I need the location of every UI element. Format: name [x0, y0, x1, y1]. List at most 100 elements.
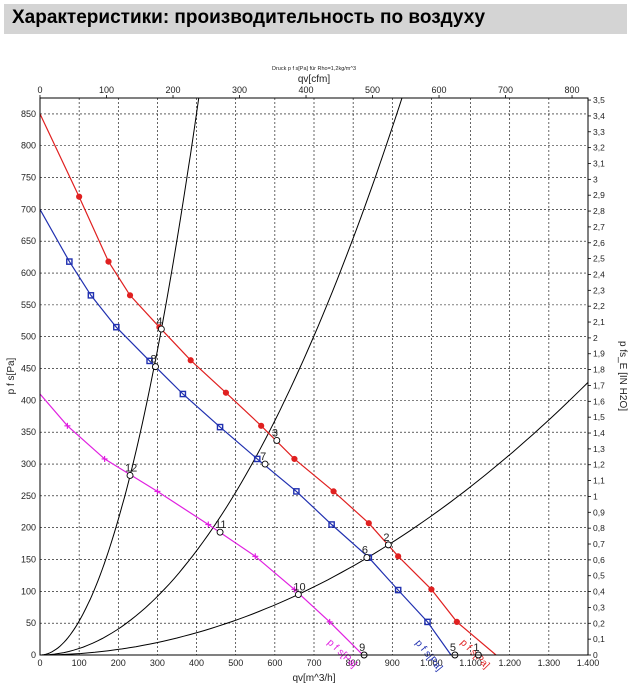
x-tick-label: 800 [346, 658, 361, 668]
operating-point-marker [363, 554, 371, 562]
data-point [66, 258, 73, 265]
y2-tick-label: 0,4 [593, 587, 605, 597]
y2-tick-label: 2,7 [593, 222, 605, 232]
x-tick-label: 1.000 [420, 658, 443, 668]
plot-frame [39, 97, 589, 656]
y-tick-label: 500 [21, 332, 36, 342]
y2-tick-label: 2,6 [593, 238, 605, 248]
series-lines [40, 113, 497, 655]
y2-tick-label: 0,8 [593, 523, 605, 533]
y2-tick-label: 0 [593, 650, 598, 660]
series-line-3 [40, 393, 364, 655]
data-point [395, 553, 402, 560]
y2-tick-label: 1,3 [593, 444, 605, 454]
data-point [126, 292, 134, 299]
data-point [187, 357, 194, 364]
y-tick-label: 450 [21, 364, 36, 374]
operating-point-label: 9 [359, 642, 365, 654]
y2-tick-label: 1,1 [593, 476, 605, 486]
operating-point-label: 4 [156, 316, 162, 328]
y-tick-label: 600 [21, 268, 36, 278]
y2-tick-label: 1,6 [593, 396, 605, 406]
y-tick-label: 50 [26, 618, 36, 628]
x-tick-label: 1.100 [459, 658, 482, 668]
operating-point-marker [261, 460, 269, 468]
data-point [222, 389, 230, 396]
y-tick-label: 300 [21, 459, 36, 469]
operating-point-label: 2 [383, 532, 389, 544]
y2-tick-label: 3 [593, 174, 598, 184]
data-point [453, 618, 460, 625]
series-label-3: p f s[Pa] [325, 637, 359, 670]
operating-point-label: 11 [215, 519, 226, 531]
page-title: Характеристики: производительность по во… [12, 7, 486, 28]
x2-tick-label: 700 [498, 85, 513, 95]
data-point [293, 488, 300, 495]
y2-tick-label: 2,8 [593, 206, 605, 216]
header-bar: Характеристики: производительность по во… [4, 4, 627, 34]
x-tick-labels: 0 100 200 300 400 500 600 700 800 900 1.000 1.100 1.… [37, 658, 599, 668]
y2-tick-label: 0,9 [593, 507, 605, 517]
data-point [394, 586, 402, 594]
y-tick-label: 850 [21, 109, 36, 119]
data-point [179, 390, 187, 398]
x-tick-label: 600 [267, 658, 282, 668]
data-point [291, 455, 298, 463]
y2-tick-label: 2,2 [593, 301, 605, 311]
data-point [424, 618, 431, 626]
x-axis-label: qv[m^3/h] [292, 673, 335, 684]
y-tick-label: 100 [21, 586, 36, 596]
y2-tick-label: 3,4 [593, 111, 605, 121]
data-point [365, 520, 372, 527]
series-line-2 [40, 209, 452, 655]
operating-point-marker [152, 363, 159, 371]
y-tick-label: 200 [21, 523, 36, 533]
operating-point-label: 7 [260, 451, 266, 463]
y-tick-label: 550 [21, 300, 36, 310]
operating-point-label: 8 [150, 354, 156, 366]
y2-tick-labels: 0 0,1 0,2 0,3 0,4 0,5 0,6 0,7 0,8 0,9 1 1,1 1,2 1,3 1,… [588, 95, 605, 660]
operating-point-label: 12 [125, 462, 137, 474]
y2-tick-label: 3,3 [593, 127, 605, 137]
data-point [326, 618, 333, 625]
y2-tick-label: 2,9 [593, 190, 605, 200]
grid [40, 98, 588, 655]
y2-tick-label: 2 [593, 333, 598, 343]
y2-tick-label: 1,5 [593, 412, 605, 422]
data-point [87, 292, 95, 299]
data-point [154, 488, 161, 495]
operating-point-marker [384, 541, 392, 549]
x2-tick-labels: 0 100 200 300 400 500 600 700 800 [37, 85, 580, 98]
x-tick-label: 900 [385, 658, 400, 668]
y2-tick-label: 1,8 [593, 365, 605, 375]
x2-tick-label: 100 [99, 85, 114, 95]
operating-point-marker [294, 591, 302, 598]
y2-tick-label: 1 [593, 491, 598, 501]
y2-tick-label: 0,1 [593, 634, 605, 644]
data-point [205, 521, 212, 528]
operating-point-label: 10 [293, 582, 305, 594]
y-tick-label: 650 [21, 236, 36, 246]
data-point [113, 323, 120, 331]
x2-tick-label: 300 [232, 85, 247, 95]
x-tick-label: 1.300 [538, 658, 561, 668]
data-point [105, 258, 112, 265]
operating-point-label: 6 [362, 545, 368, 557]
y-tick-label: 750 [21, 173, 36, 183]
y-tick-label: 150 [21, 555, 36, 565]
y-tick-label: 0 [31, 650, 36, 660]
x2-tick-label: 800 [565, 85, 580, 95]
y2-tick-label: 1,7 [593, 380, 605, 390]
x2-tick-label: 200 [165, 85, 180, 95]
data-point [146, 357, 153, 365]
system-curve-3 [40, 382, 588, 655]
y2-tick-label: 2,3 [593, 285, 605, 295]
operating-point-marker [157, 325, 165, 333]
data-point [76, 193, 83, 200]
y2-tick-label: 3,1 [593, 158, 605, 168]
series-label-2: p f s[Pa] [413, 638, 445, 674]
x-tick-label: 0 [37, 658, 42, 668]
y-tick-label: 700 [21, 204, 36, 214]
operating-point-marker [216, 528, 224, 536]
y-tick-labels: 0 50 100 150 200 250 300 350 400 450 500 550 600 650 7… [21, 109, 36, 660]
